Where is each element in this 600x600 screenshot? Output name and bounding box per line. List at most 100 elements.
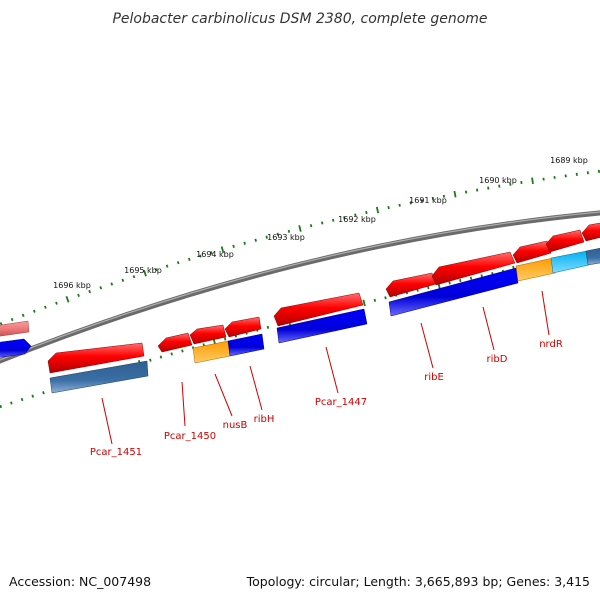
scale-label-1689: 1689 kbp xyxy=(550,156,588,165)
upper-scale-major-tick xyxy=(298,225,302,232)
upper-scale-minor-tick xyxy=(121,278,125,282)
upper-scale-minor-tick xyxy=(332,218,335,222)
leader-pcar-1450 xyxy=(181,381,186,427)
upper-scale-minor-tick xyxy=(409,201,412,205)
upper-scale-minor-tick xyxy=(44,305,47,309)
scale-label-1696: 1696 kbp xyxy=(53,281,91,290)
scale-label-1692: 1692 kbp xyxy=(338,215,376,224)
upper-scale-major-tick xyxy=(65,295,70,303)
gene-reverse-ribd-blue[interactable] xyxy=(388,267,519,317)
upper-scale-minor-tick xyxy=(110,282,114,286)
lower-scale-minor-tick xyxy=(223,337,227,341)
scale-labels: 1696 kbp 1695 kbp 1694 kbp 1693 kbp 1692… xyxy=(53,156,588,290)
upper-scale-major-tick xyxy=(375,206,380,214)
lower-scale-minor-tick xyxy=(266,325,270,329)
gene-forward-right-2[interactable] xyxy=(581,222,600,242)
lower-scale-minor-tick xyxy=(384,296,387,300)
gene-label-nrdr: nrdR xyxy=(539,339,563,350)
gene-forward-right-1[interactable] xyxy=(545,229,585,253)
upper-scale-minor-tick xyxy=(55,301,58,305)
lower-scale-minor-tick xyxy=(373,298,377,302)
lower-scale-minor-tick xyxy=(427,286,430,290)
upper-scale-minor-tick xyxy=(431,196,434,200)
scale-label-1691: 1691 kbp xyxy=(409,196,447,205)
upper-scale-major-tick xyxy=(531,177,534,185)
upper-scale-minor-tick xyxy=(188,257,191,261)
leader-nusb xyxy=(214,373,233,417)
upper-scale-minor-tick xyxy=(165,264,169,268)
gene-label-nusb: nusB xyxy=(223,420,248,431)
upper-scale-minor-tick xyxy=(21,313,25,318)
upper-scale-minor-tick xyxy=(265,235,268,239)
upper-scale-minor-tick xyxy=(88,289,91,294)
gene-label-pcar-1447: Pcar_1447 xyxy=(315,397,367,408)
leader-nrdr xyxy=(541,290,550,336)
upper-scale-minor-tick xyxy=(210,251,213,255)
leader-pcar-1447 xyxy=(325,346,339,394)
upper-scale-major-tick xyxy=(453,190,457,198)
gene-reverse-ribh-blue[interactable] xyxy=(227,333,265,357)
gene-label-ribe: ribE xyxy=(424,372,444,383)
gene-labels: Pcar_1451 Pcar_1450 nusB ribH Pcar_1447 … xyxy=(90,339,563,458)
lower-scale-minor-tick xyxy=(159,355,163,359)
gene-forward-salmon[interactable] xyxy=(0,320,30,337)
reverse-genes xyxy=(0,247,600,394)
gene-forward-ribh[interactable] xyxy=(224,316,262,338)
scale-label-1693: 1693 kbp xyxy=(267,233,305,242)
lower-scale-minor-tick xyxy=(469,276,473,280)
genome-backbone-highlight xyxy=(0,211,600,361)
upper-scale-minor-tick xyxy=(365,210,368,215)
upper-scale-minor-tick xyxy=(487,186,490,190)
leader-ribd xyxy=(482,306,495,351)
scale-label-1694: 1694 kbp xyxy=(196,250,234,259)
gene-reverse-cyan[interactable] xyxy=(550,250,590,274)
upper-scale-major-tick xyxy=(220,246,225,253)
gene-reverse-pcar-1447[interactable] xyxy=(276,308,368,344)
lower-scale-minor-tick xyxy=(20,397,24,402)
lower-scale-minor-tick xyxy=(42,391,45,395)
gene-reverse-blue-left[interactable] xyxy=(0,338,32,358)
upper-scale-major-tick xyxy=(143,269,147,277)
upper-scale-minor-tick xyxy=(309,224,313,228)
gene-reverse-nusb-orange[interactable] xyxy=(192,340,231,364)
upper-scale-minor-tick xyxy=(254,238,257,242)
lower-scale-minor-tick xyxy=(170,352,173,356)
lower-scale-minor-tick xyxy=(459,279,462,283)
forward-genes xyxy=(0,222,600,374)
gene-forward-pcar-1450[interactable] xyxy=(157,332,193,353)
upper-scale-minor-tick xyxy=(320,221,324,225)
upper-scale-minor-tick xyxy=(243,241,246,245)
genome-backbone xyxy=(0,210,600,364)
gene-forward-pcar-1451[interactable] xyxy=(47,342,145,374)
scale-ticks-upper xyxy=(0,169,600,326)
upper-scale-minor-tick xyxy=(287,229,291,233)
gene-forward-pcar-1447[interactable] xyxy=(273,292,364,327)
upper-scale-minor-tick xyxy=(398,203,401,207)
lower-scale-minor-tick xyxy=(149,358,152,362)
gene-forward-nusb[interactable] xyxy=(189,324,227,345)
upper-scale-minor-tick xyxy=(464,190,468,194)
gene-reverse-steel-right[interactable] xyxy=(585,247,600,266)
gene-label-ribh: ribH xyxy=(254,414,275,425)
upper-scale-minor-tick xyxy=(442,194,446,198)
upper-scale-minor-tick xyxy=(354,213,357,217)
upper-scale-minor-tick xyxy=(77,293,80,297)
upper-scale-minor-tick xyxy=(176,261,180,265)
upper-scale-minor-tick xyxy=(232,244,235,248)
lower-scale-minor-tick xyxy=(0,404,2,409)
leader-pcar-1451 xyxy=(101,397,113,445)
genome-summary-text: Topology: circular; Length: 3,665,893 bp… xyxy=(246,574,590,589)
gene-reverse-pcar-1451[interactable] xyxy=(49,360,149,394)
lower-scale-minor-tick xyxy=(480,274,483,278)
lower-scale-minor-tick xyxy=(31,394,35,398)
upper-scale-minor-tick xyxy=(199,254,202,258)
lower-scale-major-tick xyxy=(362,299,366,307)
lower-scale-minor-tick xyxy=(181,349,184,353)
gene-reverse-nrdr-orange[interactable] xyxy=(515,257,556,282)
upper-scale-minor-tick xyxy=(509,182,512,186)
gene-forward-ribd[interactable] xyxy=(431,251,516,286)
upper-scale-minor-tick xyxy=(0,322,3,326)
upper-scale-minor-tick xyxy=(420,199,423,203)
upper-scale-minor-tick xyxy=(476,188,479,192)
